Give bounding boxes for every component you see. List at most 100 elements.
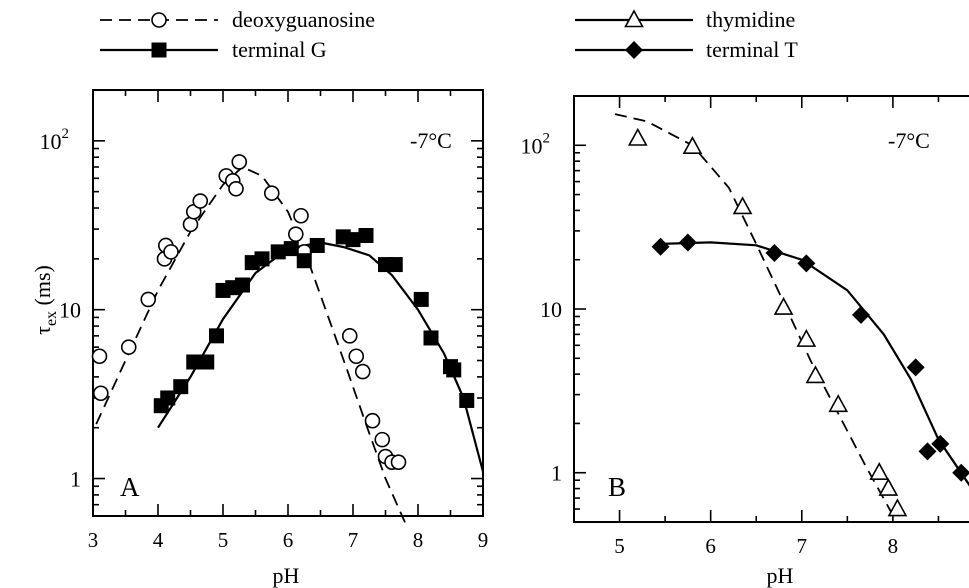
- panel-a-deoxyguanosine-point: [263, 185, 280, 201]
- panel-a-deoxyguanosine-point: [287, 226, 304, 242]
- panel-b-terminal-T-point: [906, 358, 925, 377]
- panel-b-label: B: [608, 472, 626, 502]
- panel-a-x-tick-label: 5: [218, 528, 229, 552]
- panel-b-y-tick-label: 10: [540, 297, 562, 322]
- panel-a-terminal-G-point: [283, 241, 299, 257]
- panel-b-thymidine-point: [796, 328, 817, 347]
- panel-b-thymidine-point: [869, 462, 890, 481]
- panel-b-y-tick-label: 102: [521, 130, 551, 158]
- panel-a-x-ticks: 3 4 5 6 7 8 9: [88, 90, 488, 552]
- panel-b-fit-lines: [614, 113, 969, 516]
- panel-a-terminal-G-point: [199, 354, 215, 370]
- panel-a-terminal-G-fit-line: [157, 241, 485, 472]
- panel-a-deoxyguanosine-point: [364, 412, 381, 429]
- panel-a-terminal-G-point: [209, 328, 224, 344]
- panel-a-x-tick-label: 4: [153, 528, 164, 552]
- panel-a-y-tick-label: 102: [40, 126, 70, 154]
- y-tick-base: 10: [521, 133, 543, 158]
- panel-a-y-tick-label: 10: [59, 298, 81, 323]
- panel-b-thymidine-point: [627, 127, 648, 146]
- panel-b-thymidine-point: [805, 365, 826, 384]
- panel-a-markers: [91, 154, 475, 470]
- panel-a-terminal-G-point: [387, 257, 403, 273]
- panel-a-terminal-G-point: [413, 291, 429, 307]
- y-tick-exponent: 2: [62, 126, 70, 142]
- panel-a-deoxyguanosine-point: [228, 180, 244, 197]
- panel-a-deoxyguanosine-point: [341, 328, 358, 344]
- panel-a-y-tick-label: 1: [70, 467, 81, 492]
- panel-a-deoxyguanosine-point: [182, 216, 199, 233]
- panel-b-x-axis-label: pH: [767, 563, 794, 588]
- panel-a-deoxyguanosine-point: [140, 291, 157, 308]
- y-tick-base: 10: [40, 129, 62, 154]
- panel-a-label: A: [120, 472, 140, 502]
- panel-a-x-axis-label: pH: [273, 563, 300, 588]
- panel-a-terminal-G-point: [173, 379, 189, 395]
- legend: deoxyguanosine terminal G thymidine termina…: [100, 7, 798, 62]
- y-axis-label-unit: (ms): [30, 265, 55, 311]
- panel-a-terminal-G-point: [345, 232, 361, 248]
- legend-terminal-G-marker: [151, 42, 167, 58]
- panel-b-x-tick-label: 7: [797, 534, 808, 558]
- panel-b-terminal-T-point: [678, 233, 697, 252]
- panel-a-terminal-G-point: [160, 390, 176, 406]
- y-tick-base: 10: [540, 297, 562, 322]
- panel-a-deoxyguanosine-point: [192, 193, 209, 209]
- panel-b-temperature: -7°C: [888, 128, 930, 153]
- legend-deoxyguanosine-label: deoxyguanosine: [232, 7, 375, 32]
- panel-a-deoxyguanosine-fit-line: [95, 165, 406, 523]
- panel-a-terminal-G-point: [186, 354, 202, 370]
- panel-b-terminal-T-point: [931, 434, 950, 453]
- panel-a-deoxyguanosine-point: [390, 454, 407, 470]
- panel-b-terminal-T-point: [797, 254, 816, 273]
- panel-b-terminal-T-point: [952, 463, 969, 482]
- panel-a-deoxyguanosine-point: [231, 154, 248, 170]
- panel-b-thymidine-point: [682, 136, 703, 155]
- panel-a-terminal-G-point: [270, 244, 286, 260]
- panel-a-deoxyguanosine-point: [91, 348, 108, 365]
- legend-thymidine-label: thymidine: [706, 7, 795, 32]
- panel-a-terminal-G-point: [358, 228, 374, 244]
- panel-b-thymidine-point: [732, 196, 753, 215]
- panel-b-x-tick-label: 6: [705, 534, 716, 558]
- panel-b-thymidine-point: [878, 477, 899, 496]
- panel-b-y-tick-label: 1: [551, 461, 562, 486]
- panel-b-thymidine-fit-line: [614, 113, 894, 516]
- panel-a-deoxyguanosine-point: [293, 207, 309, 224]
- panel-b-x-tick-label: 5: [614, 534, 625, 558]
- panel-a-x-tick-label: 3: [88, 528, 99, 552]
- panel-a-y-axis-label: τex (ms): [30, 265, 60, 335]
- panel-a-deoxyguanosine-point: [348, 348, 365, 365]
- y-tick-base: 10: [59, 298, 81, 323]
- panel-a-deoxyguanosine-point: [163, 244, 179, 260]
- panel-a-fit-lines: [95, 165, 485, 523]
- y-tick-base: 1: [551, 461, 562, 486]
- y-axis-label-symbol: τ: [30, 326, 55, 335]
- y-tick-base: 1: [70, 467, 81, 492]
- panel-a-terminal-G-point: [459, 392, 475, 408]
- panel-a-deoxyguanosine-point: [354, 363, 371, 380]
- panel-a-terminal-G-point: [235, 277, 250, 293]
- panel-b-frame: [573, 95, 969, 523]
- panel-a-x-tick-label: 7: [348, 528, 359, 552]
- legend-terminal-T-marker: [625, 41, 643, 59]
- legend-terminal-T-label: terminal T: [706, 37, 798, 62]
- panel-b-terminal-T-fit-line: [660, 241, 969, 487]
- panel-b-thymidine-point: [773, 296, 794, 315]
- panel-a-terminal-G-point: [309, 237, 325, 253]
- legend-deoxyguanosine-marker: [151, 12, 167, 28]
- panel-a-deoxyguanosine-point: [93, 385, 109, 402]
- legend-thymidine-marker: [624, 9, 644, 28]
- panel-a-terminal-G-point: [423, 330, 439, 346]
- panel-a-terminal-G-point: [254, 251, 270, 267]
- y-tick-exponent: 2: [543, 130, 551, 146]
- panel-a-deoxyguanosine-point: [120, 339, 137, 355]
- legend-terminal-G-label: terminal G: [232, 37, 327, 62]
- panel-b-terminal-T-point: [651, 237, 670, 256]
- panel-a-x-tick-label: 8: [413, 528, 424, 552]
